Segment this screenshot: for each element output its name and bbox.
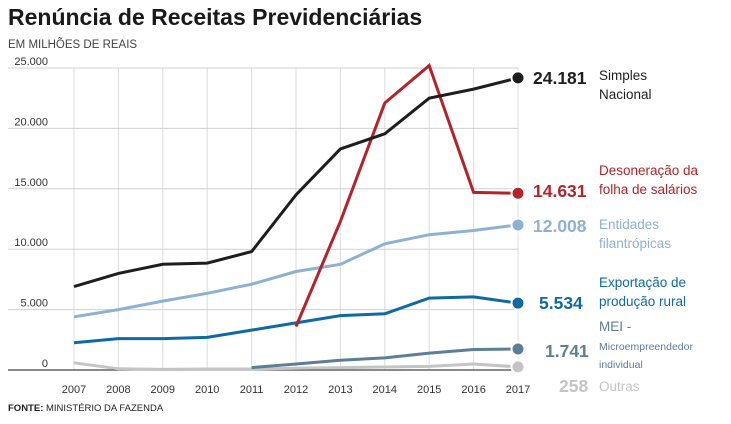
series-label-filantropicas: Entidades filantrópicas: [599, 217, 671, 251]
series-line-filantropicas: [73, 223, 519, 319]
value-label-exportacao: 5.534: [539, 293, 583, 313]
y-tick-label: 0: [42, 358, 48, 370]
value-label-desoneracao: 14.631: [533, 181, 587, 201]
y-tick-label: 5.000: [20, 298, 48, 310]
source-text: MINISTÉRIO DA FAZENDA: [46, 403, 164, 414]
x-tick-label: 2015: [417, 384, 441, 396]
series-labels: 258 Outras 1.741 MEI -Microempreendedor indi…: [533, 68, 699, 396]
series-end-dots: [510, 70, 526, 375]
series-dot-exportacao: [512, 297, 524, 309]
x-tick-label: 2013: [328, 384, 352, 396]
x-tick-label: 2014: [373, 384, 397, 396]
series-line-outras: [73, 361, 519, 371]
x-tick-label: 2010: [195, 384, 219, 396]
series-dot-filantropicas: [512, 219, 524, 231]
source-label: FONTE:: [8, 403, 44, 414]
y-tick-label: 25.000: [14, 56, 48, 68]
x-tick-labels: 2007 2008 2009 2010 2011 2012 2013 2014 2015 2016…: [62, 384, 530, 396]
series-line-simples: [73, 76, 519, 289]
x-tick-label: 2012: [284, 384, 308, 396]
y-tick-label: 10.000: [14, 237, 48, 249]
series-dot-outras: [512, 361, 524, 373]
horizontal-gridlines: [8, 67, 518, 371]
y-tick-label: 20.000: [14, 116, 48, 128]
series-label-exportacao: Exportação de produção rural: [599, 275, 686, 309]
value-label-filantropicas: 12.008: [533, 216, 587, 236]
y-tick-label: 15.000: [14, 177, 48, 189]
chart-title: Renúncia de Receitas Previdenciárias: [8, 4, 423, 30]
x-tick-label: 2009: [151, 384, 175, 396]
chart-subtitle: EM MILHÕES DE REAIS: [8, 39, 138, 51]
value-label-simples: 24.181: [533, 68, 587, 88]
series-dot-desoneracao: [512, 187, 524, 199]
series-label-mei: MEI -Microempreendedor individual: [599, 319, 693, 371]
value-label-outras: 258: [559, 376, 588, 396]
series-lines: [73, 63, 519, 371]
x-tick-label: 2011: [240, 384, 264, 396]
y-tick-labels: 0 5.000 10.000 15.000 20.000 25.000: [14, 56, 48, 370]
series-line-desoneracao: [294, 63, 519, 328]
series-label-outras: Outras: [599, 379, 640, 394]
source-note: FONTE: MINISTÉRIO DA FAZENDA: [8, 403, 163, 414]
x-tick-label: 2016: [461, 384, 485, 396]
x-tick-label: 2007: [62, 384, 86, 396]
series-label-desoneracao: Desoneração da folha de salários: [599, 163, 699, 197]
series-label-simples: Simples Nacional: [599, 68, 652, 102]
series-dot-mei: [512, 343, 524, 355]
x-tick-label: 2008: [106, 384, 130, 396]
value-label-mei: 1.741: [545, 341, 589, 361]
series-dot-simples: [512, 72, 524, 84]
x-tick-label: 2017: [506, 384, 530, 396]
series-line-mei: [251, 347, 519, 370]
